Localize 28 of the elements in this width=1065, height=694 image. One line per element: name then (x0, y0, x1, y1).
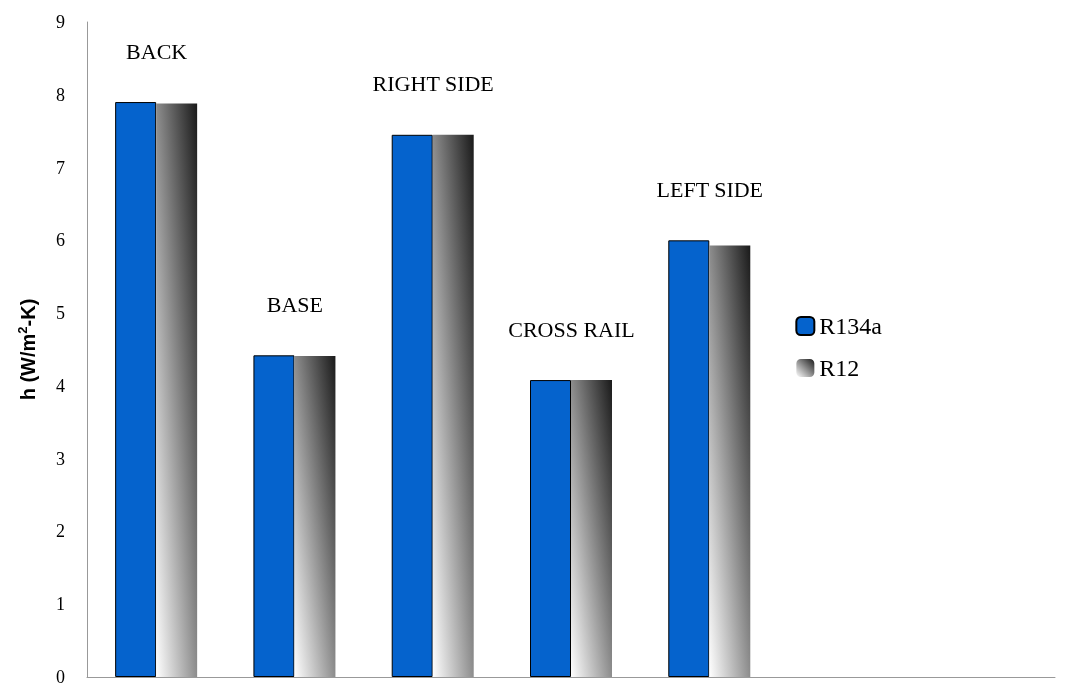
bar (432, 134, 474, 677)
legend-label: R134a (819, 313, 883, 339)
bar (294, 356, 336, 677)
bar (253, 355, 295, 677)
legend-label: R12 (819, 355, 860, 381)
bar (709, 245, 751, 677)
bar (571, 380, 612, 677)
y-tick-label: 8 (56, 84, 65, 105)
x-tick-label: RIGHT SIDE (372, 71, 494, 97)
y-tick-label: 5 (56, 303, 65, 324)
bar (668, 240, 710, 677)
y-tick-label: 4 (56, 375, 65, 396)
x-tick-label: BASE (266, 291, 324, 317)
y-tick-label: 7 (56, 157, 65, 178)
y-tick-label: 0 (56, 667, 65, 687)
bar (530, 380, 571, 677)
bar (156, 103, 198, 677)
x-tick-label: LEFT SIDE (656, 176, 764, 202)
y-tick-label: 9 (56, 12, 65, 32)
bar (115, 102, 157, 677)
y-tick-label: 1 (56, 594, 65, 615)
x-tick-label: BACK (126, 38, 188, 64)
y-tick-label: 6 (56, 230, 65, 251)
y-axis-title: h (W/m2-K) (15, 298, 39, 401)
bar (391, 134, 433, 677)
y-tick-label: 2 (56, 521, 65, 542)
x-tick-label: CROSS RAIL (508, 316, 635, 342)
y-tick-label: 3 (56, 448, 65, 469)
